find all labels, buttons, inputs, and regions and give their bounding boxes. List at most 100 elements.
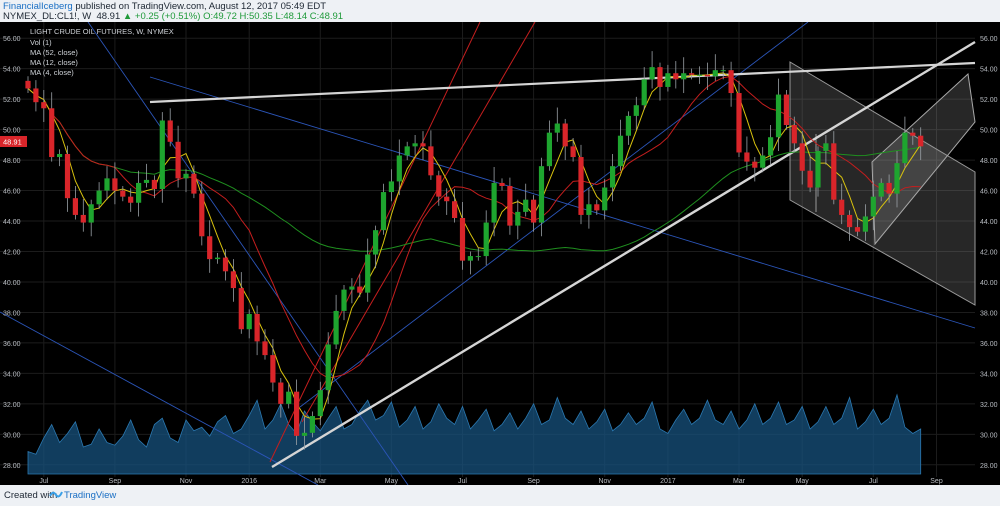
candle-bull <box>649 67 655 80</box>
candle-bear <box>452 201 458 218</box>
y-tick-label-left: 30.00 <box>3 432 21 439</box>
candle-bear <box>112 178 118 191</box>
x-tick-label: Jul <box>869 478 878 485</box>
candle-bear <box>254 313 260 342</box>
legend-ma52: MA (52, close) <box>30 48 78 57</box>
candle-bull <box>720 70 726 72</box>
candle-bull <box>412 143 418 147</box>
candle-bull <box>894 163 900 194</box>
candle-bull <box>136 182 142 203</box>
quote-line: NYMEX_DL:CL1!, W 48.91 ▲ +0.25 (+0.51%) … <box>3 11 603 22</box>
candle-bear <box>191 173 197 194</box>
last-price-tag-label: 48.91 <box>3 138 22 147</box>
volume-series <box>27 393 922 475</box>
candle-bull <box>467 256 473 261</box>
candle-bull <box>823 143 829 151</box>
candle-bull <box>365 254 371 293</box>
candle-bear <box>886 182 892 194</box>
candle-bull <box>380 192 387 231</box>
y-tick-label-left: 46.00 <box>3 189 21 196</box>
candle-bull <box>491 182 497 223</box>
x-tick-label: May <box>385 478 399 485</box>
candle-bull <box>88 204 94 223</box>
tradingview-link[interactable]: TradingView <box>64 490 117 501</box>
x-tick-label: 2017 <box>660 478 676 485</box>
candle-bear <box>807 170 813 188</box>
candle-bear <box>230 271 236 289</box>
y-tick-label: 44.00 <box>980 219 998 226</box>
x-tick-label: Jul <box>39 478 48 485</box>
candle-bull <box>768 137 774 156</box>
candle-bear <box>831 143 837 200</box>
volume-area <box>27 393 922 475</box>
candle-bear <box>80 214 86 223</box>
candle-bull <box>902 132 908 164</box>
x-tick-label: Sep <box>930 478 943 485</box>
candle-bull <box>341 289 347 311</box>
candle-bull <box>546 132 552 167</box>
price-chart[interactable]: 56.00 56.00 54.00 54.00 52.00 52.00 50.00 50.00… <box>0 22 1000 485</box>
y-tick-label: 52.00 <box>980 97 998 104</box>
y-tick-label-left: 54.00 <box>3 67 21 74</box>
candle-bear <box>128 196 134 203</box>
y-tick-label-left: 48.00 <box>3 158 21 165</box>
candle-bear <box>33 88 39 103</box>
candle-bear <box>854 227 861 232</box>
candle-bear <box>744 152 750 162</box>
candle-bear <box>459 217 466 261</box>
x-tick-label: Mar <box>733 478 746 485</box>
candle-bull <box>309 416 315 433</box>
candle-bear <box>531 199 537 223</box>
x-tick-label: Sep <box>109 478 122 485</box>
up-arrow-icon: ▲ <box>122 11 133 22</box>
candle-bear <box>594 204 600 211</box>
x-tick-label: Jul <box>458 478 467 485</box>
x-tick-label: Sep <box>527 478 540 485</box>
candle-bear <box>507 185 513 226</box>
candle-bear <box>578 157 584 215</box>
y-tick-label-left: 40.00 <box>3 280 21 287</box>
candle-bear <box>270 355 276 383</box>
tradingview-logo-icon <box>49 488 63 503</box>
candle-bull <box>538 166 545 223</box>
y-tick-label-left: 34.00 <box>3 371 21 378</box>
candle-bull <box>325 344 331 391</box>
candle-bear <box>151 179 157 190</box>
y-tick-label-left: 32.00 <box>3 402 21 409</box>
blue-trendline <box>87 22 409 485</box>
y-tick-label: 32.00 <box>980 402 998 409</box>
candle-bear <box>752 161 758 168</box>
candle-bear <box>847 214 853 228</box>
candle-bear <box>120 190 126 197</box>
candle-bull <box>775 94 782 138</box>
candle-bull <box>246 313 252 330</box>
candle-bear <box>357 286 363 293</box>
y-tick-label: 40.00 <box>980 280 998 287</box>
candles <box>25 51 924 450</box>
candle-bear <box>736 93 742 153</box>
y-tick-label-left: 28.00 <box>3 463 21 470</box>
candle-bull <box>373 230 379 255</box>
created-with-text: Created with <box>4 490 58 501</box>
candle-bull <box>143 179 150 183</box>
candle-bull <box>870 196 876 217</box>
candle-bear <box>436 175 442 197</box>
y-tick-label-left: 44.00 <box>3 219 21 226</box>
candle-bull <box>404 146 410 156</box>
candle-bull <box>610 166 616 188</box>
candle-bull <box>215 257 221 260</box>
ma-12-line <box>27 75 921 379</box>
time-axis: Jul Sep Nov 2016 Mar May Jul Sep Nov 2017 Mar May Ju… <box>39 478 943 485</box>
footer-bar: Created with TradingView <box>0 485 1000 506</box>
publisher-name[interactable]: FinancialIceberg <box>3 1 73 12</box>
candle-bull <box>96 190 102 205</box>
candle-bull <box>760 155 766 168</box>
white-trendline <box>149 61 976 104</box>
candle-bear <box>64 153 71 199</box>
candle-bear <box>278 382 284 404</box>
close-value: C:48.91 <box>309 11 344 22</box>
chart-title: LIGHT CRUDE OIL FUTURES, W, NYMEX <box>30 27 174 36</box>
candle-bull <box>696 74 703 76</box>
candle-bull <box>388 181 394 193</box>
candle-bear <box>222 257 229 272</box>
